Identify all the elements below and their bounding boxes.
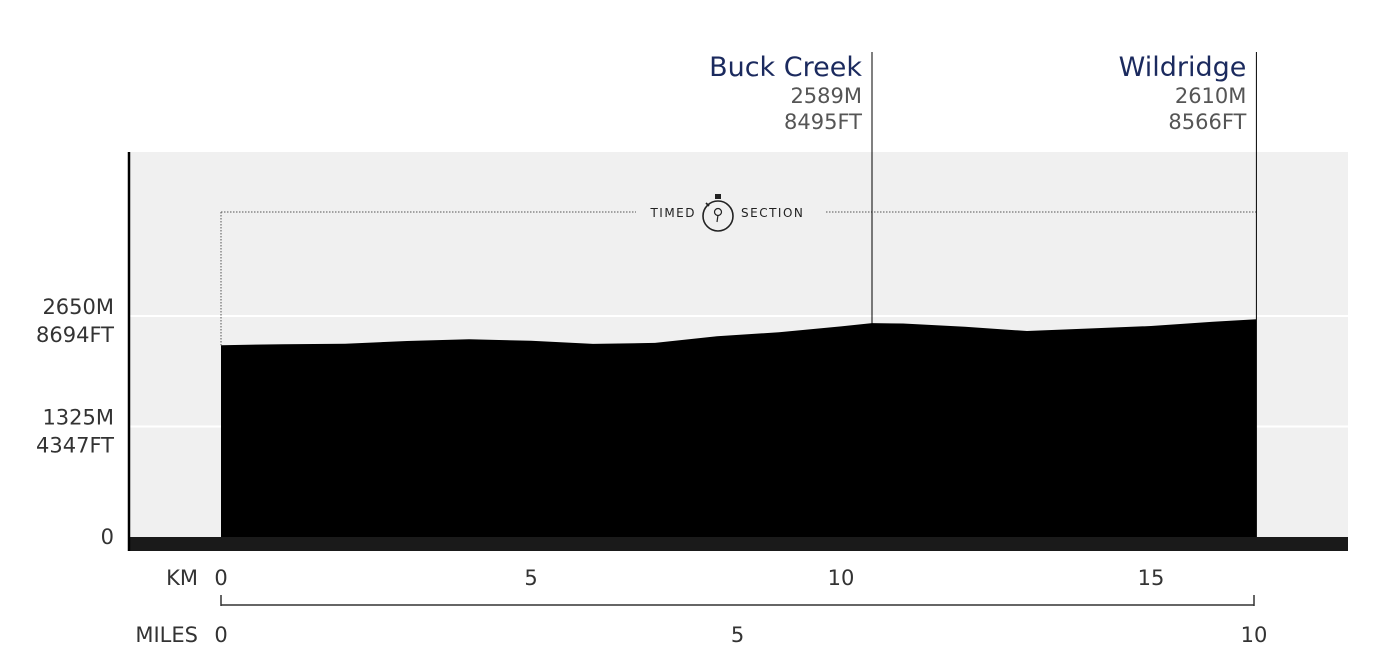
timed-section: TIMED SECTION [220, 194, 1257, 346]
km-axis-unit-label: KM [166, 566, 198, 590]
waypoint-name: Wildridge [1119, 52, 1247, 83]
km-tick-label: 5 [524, 566, 537, 590]
miles-scale-bracket [220, 595, 1255, 606]
waypoint-elevation-m: 2589M [790, 84, 862, 108]
km-tick-label: 0 [214, 566, 227, 590]
y-tick-label-m: 0 [101, 525, 114, 549]
km-tick-label: 15 [1138, 566, 1165, 590]
timed-label: TIMED [649, 206, 696, 220]
elevation-area [221, 319, 1257, 537]
y-tick-label-m: 1325M [42, 406, 114, 430]
stopwatch-icon [702, 194, 734, 232]
y-tick-label-ft: 4347FT [36, 434, 114, 458]
y-tick-label-m: 2650M [42, 295, 114, 319]
waypoint-name: Buck Creek [709, 52, 862, 83]
section-label: SECTION [741, 206, 804, 220]
miles-tick-label: 0 [214, 623, 227, 647]
km-axis-ticks: 0 5 10 15 [214, 566, 1164, 590]
y-axis-labels: 2650M 8694FT 1325M 4347FT 0 [36, 295, 114, 549]
miles-axis-ticks: 0 5 10 [214, 623, 1267, 647]
km-tick-label: 10 [828, 566, 855, 590]
miles-axis-unit-label: MILES [135, 623, 198, 647]
ground-bar [130, 537, 1348, 551]
waypoint-elevation-ft: 8566FT [1168, 110, 1246, 134]
y-tick-label-ft: 8694FT [36, 323, 114, 347]
miles-tick-label: 5 [731, 623, 744, 647]
waypoint-elevation-ft: 8495FT [784, 110, 862, 134]
waypoint-elevation-m: 2610M [1175, 84, 1247, 108]
miles-tick-label: 10 [1241, 623, 1268, 647]
